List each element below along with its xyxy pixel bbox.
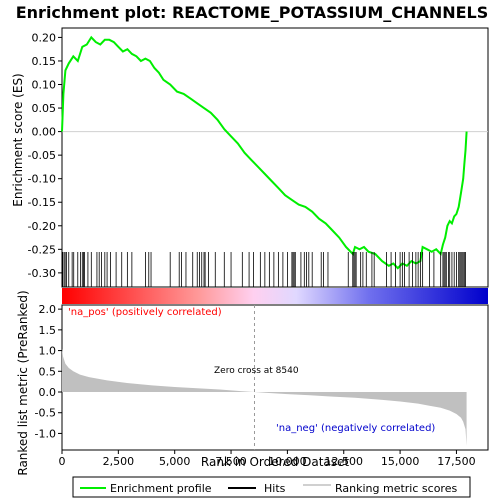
es-y-axis-label: Enrichment score (ES) xyxy=(11,73,25,206)
rank-y-tick-label: 2.0 xyxy=(39,303,57,316)
es-panel: 0.20 0.15 0.10 0.05 0.00 -0.05 -0.10 -0.15 -0.20… xyxy=(11,27,489,288)
legend-frame xyxy=(72,476,471,498)
es-y-ticks: 0.20 0.15 0.10 0.05 0.00 -0.05 -0.10 -0.15 -0.20… xyxy=(28,31,62,280)
es-y-tick-label: -0.15 xyxy=(28,196,56,209)
es-y-tick-label: 0.00 xyxy=(32,126,57,139)
x-tick-label: 7,500 xyxy=(215,455,247,468)
x-tick-label: 5,000 xyxy=(159,455,191,468)
chart-title: Enrichment plot: REACTOME_POTASSIUM_CHAN… xyxy=(16,3,489,22)
es-y-tick-label: 0.05 xyxy=(32,102,57,115)
zero-cross-label: Zero cross at 8540 xyxy=(214,366,299,376)
es-y-tick-label: -0.20 xyxy=(28,220,56,233)
rank-color-bar xyxy=(62,288,488,304)
rank-metric-panel: 2.0 1.5 1.0 0.5 0.0 -0.5 -1.0 0 2,500 5,000 7,500… xyxy=(16,290,489,476)
legend-ranking-label: Ranking metric scores xyxy=(335,482,457,495)
rank-y-tick-label: -1.0 xyxy=(35,427,56,440)
rank-y-tick-label: -0.5 xyxy=(35,407,56,420)
es-y-tick-label: 0.20 xyxy=(32,31,57,44)
es-y-tick-label: 0.10 xyxy=(32,79,57,92)
es-panel-frame xyxy=(61,27,489,288)
x-tick-label: 15,000 xyxy=(381,455,420,468)
rank-y-tick-label: 1.5 xyxy=(39,324,57,337)
x-tick-label: 0 xyxy=(59,455,66,468)
rank-y-tick-label: 0.5 xyxy=(39,365,57,378)
x-tick-label: 10,000 xyxy=(268,455,307,468)
ranking-metric-area xyxy=(62,348,467,446)
hit-lines xyxy=(62,252,466,287)
x-tick-label: 12,500 xyxy=(324,455,363,468)
x-tick-label: 17,500 xyxy=(437,455,476,468)
es-y-tick-label: -0.05 xyxy=(28,149,56,162)
rank-y-ticks: 2.0 1.5 1.0 0.5 0.0 -0.5 -1.0 xyxy=(35,303,62,440)
x-axis-label: Rank in Ordered Dataset xyxy=(201,455,349,469)
negative-correlation-label: 'na_neg' (negatively correlated) xyxy=(276,423,435,434)
legend-hits-label: Hits xyxy=(264,482,286,495)
rank-y-tick-label: 0.0 xyxy=(39,386,57,399)
es-y-tick-label: -0.10 xyxy=(28,173,56,186)
x-tick-label: 2,500 xyxy=(103,455,135,468)
legend: Enrichment profile Hits Ranking metric s… xyxy=(72,476,471,498)
positive-correlation-label: 'na_pos' (positively correlated) xyxy=(68,307,222,318)
es-y-tick-label: -0.30 xyxy=(28,267,56,280)
legend-enrichment-label: Enrichment profile xyxy=(110,482,212,495)
hits-panel xyxy=(62,252,488,304)
x-ticks: 0 2,500 5,000 7,500 10,000 12,500 15,000 17,500 xyxy=(59,450,476,468)
enrichment-profile-line xyxy=(61,35,468,270)
rank-y-tick-label: 1.0 xyxy=(39,345,57,358)
es-y-tick-label: 0.15 xyxy=(32,55,57,68)
rank-y-axis-label: Ranked list metric (PreRanked) xyxy=(16,290,30,475)
es-y-tick-label: -0.25 xyxy=(28,243,56,256)
